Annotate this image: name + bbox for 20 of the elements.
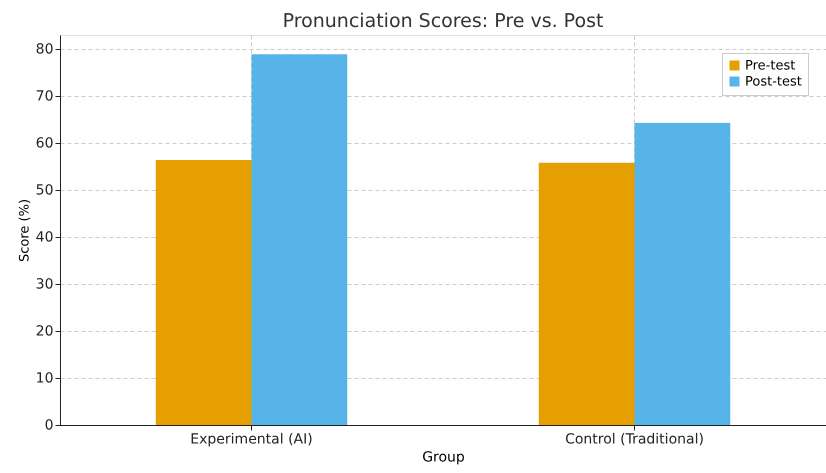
- legend-label: Pre-test: [745, 58, 796, 74]
- bar: [252, 54, 348, 425]
- y-tick-label: 30: [36, 276, 54, 293]
- y-tick-label: 70: [36, 88, 54, 105]
- y-tick-label: 20: [36, 324, 54, 340]
- x-tick-label: Experimental (AI): [190, 432, 313, 448]
- x-tick-label: Control (Traditional): [565, 432, 704, 448]
- y-axis-title: Score (%): [18, 198, 33, 262]
- y-tick-label: 80: [36, 42, 54, 58]
- bar: [156, 160, 252, 425]
- y-tick-label: 60: [36, 136, 54, 152]
- y-tick-label: 10: [36, 370, 54, 387]
- y-tick-label: 50: [36, 182, 54, 199]
- x-axis-title: Group: [422, 450, 465, 466]
- bar: [634, 122, 730, 425]
- legend-label: Post-test: [745, 74, 802, 90]
- y-tick-label: 40: [36, 230, 54, 246]
- chart-title: Pronunciation Scores: Pre vs. Post: [282, 10, 604, 32]
- bar: [538, 162, 634, 425]
- y-tick-label: 0: [44, 418, 54, 434]
